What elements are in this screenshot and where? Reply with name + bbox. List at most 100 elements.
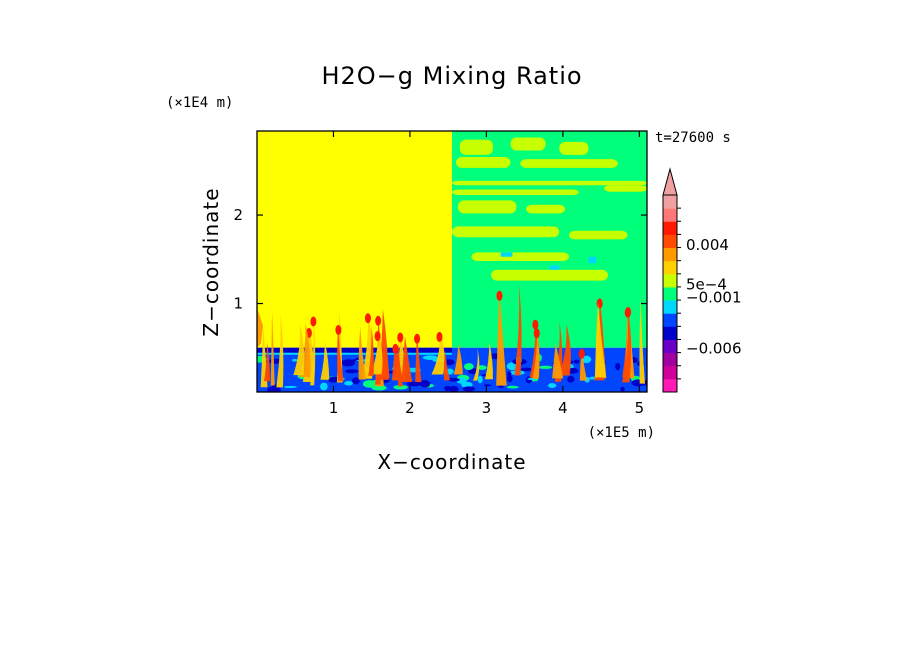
upper-band (459, 139, 493, 155)
y-axis-label: Z−coordinate (199, 187, 223, 336)
plume-core (578, 348, 585, 359)
plume-core (532, 319, 539, 330)
boundary-cell (506, 385, 519, 389)
boundary-cell (283, 385, 297, 389)
upper-band (457, 200, 517, 214)
plume (361, 312, 373, 379)
plume (594, 302, 607, 378)
plot-frame (256, 130, 648, 393)
upper-band (455, 157, 511, 168)
plume (514, 284, 522, 376)
upper-band (452, 180, 647, 186)
boundary-cell (292, 358, 298, 362)
plume-core (397, 332, 404, 343)
boundary-cell (548, 383, 557, 388)
upper-band (559, 141, 589, 155)
boundary-cell (581, 355, 592, 364)
upper-band (500, 252, 513, 257)
plume (401, 336, 413, 382)
boundary-cell (448, 385, 459, 392)
x-tick-label: 4 (558, 399, 568, 417)
colorbar-swatch (663, 221, 677, 235)
plume (639, 295, 646, 384)
boundary-cell (573, 359, 580, 364)
boundary-cell (483, 384, 492, 387)
boundary-cell (444, 385, 451, 391)
plume-core (335, 324, 342, 335)
boundary-cell (447, 377, 460, 382)
plume (431, 330, 445, 375)
boundary-cell (464, 363, 474, 370)
plume (415, 332, 422, 383)
y-tick-label: 1 (233, 295, 243, 313)
upper-band (526, 204, 566, 214)
region-upper-left (257, 131, 452, 348)
boundary-cell (567, 375, 575, 383)
plume (299, 322, 311, 378)
upper-band (452, 189, 579, 195)
boundary-cell (345, 369, 359, 374)
boundary-cell (422, 355, 438, 360)
plume (496, 289, 507, 386)
plume-core (414, 333, 421, 344)
y-tick-label: 2 (233, 206, 243, 224)
boundary-cell (462, 386, 476, 392)
colorbar-labels: 0.004 5e−4−0.001 −0.006 (686, 236, 742, 358)
plume (358, 326, 366, 380)
boundary-layer-edge (257, 352, 452, 355)
plume (443, 350, 451, 381)
plume-core (533, 328, 540, 339)
x-unit-label: (×1E5 m) (588, 425, 655, 441)
plume (257, 307, 263, 348)
boundary-cell (393, 384, 408, 390)
colorbar-swatch (663, 339, 677, 354)
plume-core (436, 331, 443, 342)
boundary-cell (371, 384, 387, 391)
upper-band (491, 269, 608, 281)
boundary-cell (267, 386, 281, 392)
boundary-cell (477, 375, 483, 384)
colorbar-swatch (663, 326, 677, 340)
colorbar-label: 0.004 (686, 236, 729, 254)
upper-band (604, 185, 647, 192)
plume (473, 348, 480, 381)
chart-title: H2O−g Mixing Ratio (321, 62, 582, 90)
plume (337, 323, 344, 382)
plume (558, 323, 571, 376)
upper-band (510, 137, 546, 151)
boundary-cell (352, 377, 360, 385)
plume (270, 310, 275, 386)
colorbar-label: −0.006 (686, 340, 742, 358)
upper-band (520, 159, 618, 168)
plume (293, 323, 305, 376)
plume (276, 313, 284, 388)
plume-core (392, 343, 399, 354)
x-axis-label: X−coordinate (377, 450, 526, 474)
plume (370, 330, 383, 375)
colorbar-swatch (663, 273, 677, 288)
plume-core (496, 290, 503, 301)
x-tick-label: 1 (329, 399, 339, 417)
y-unit-label: (×1E4 m) (166, 95, 233, 111)
colorbar-extend-arrow (662, 167, 678, 196)
boundary-cell (362, 380, 376, 388)
x-tick-label: 5 (635, 399, 645, 417)
boundary-cell (320, 382, 328, 391)
time-label: t=27600 s (655, 130, 731, 146)
plume-core (596, 298, 603, 309)
upper-band (588, 256, 597, 264)
upper-band (471, 252, 569, 262)
colorbar-swatch (663, 286, 677, 301)
plume-core (624, 307, 631, 318)
x-tick-label: 3 (482, 399, 492, 417)
plume (368, 326, 374, 376)
colorbar-label: 5e−4 (686, 275, 727, 293)
boundary-cell (506, 375, 513, 383)
colorbar-swatch (663, 195, 677, 209)
plume (263, 342, 271, 382)
colorbar-frame (662, 194, 678, 393)
colorbar (662, 167, 681, 393)
boundary-cell (520, 367, 533, 372)
upper-band (549, 265, 560, 270)
